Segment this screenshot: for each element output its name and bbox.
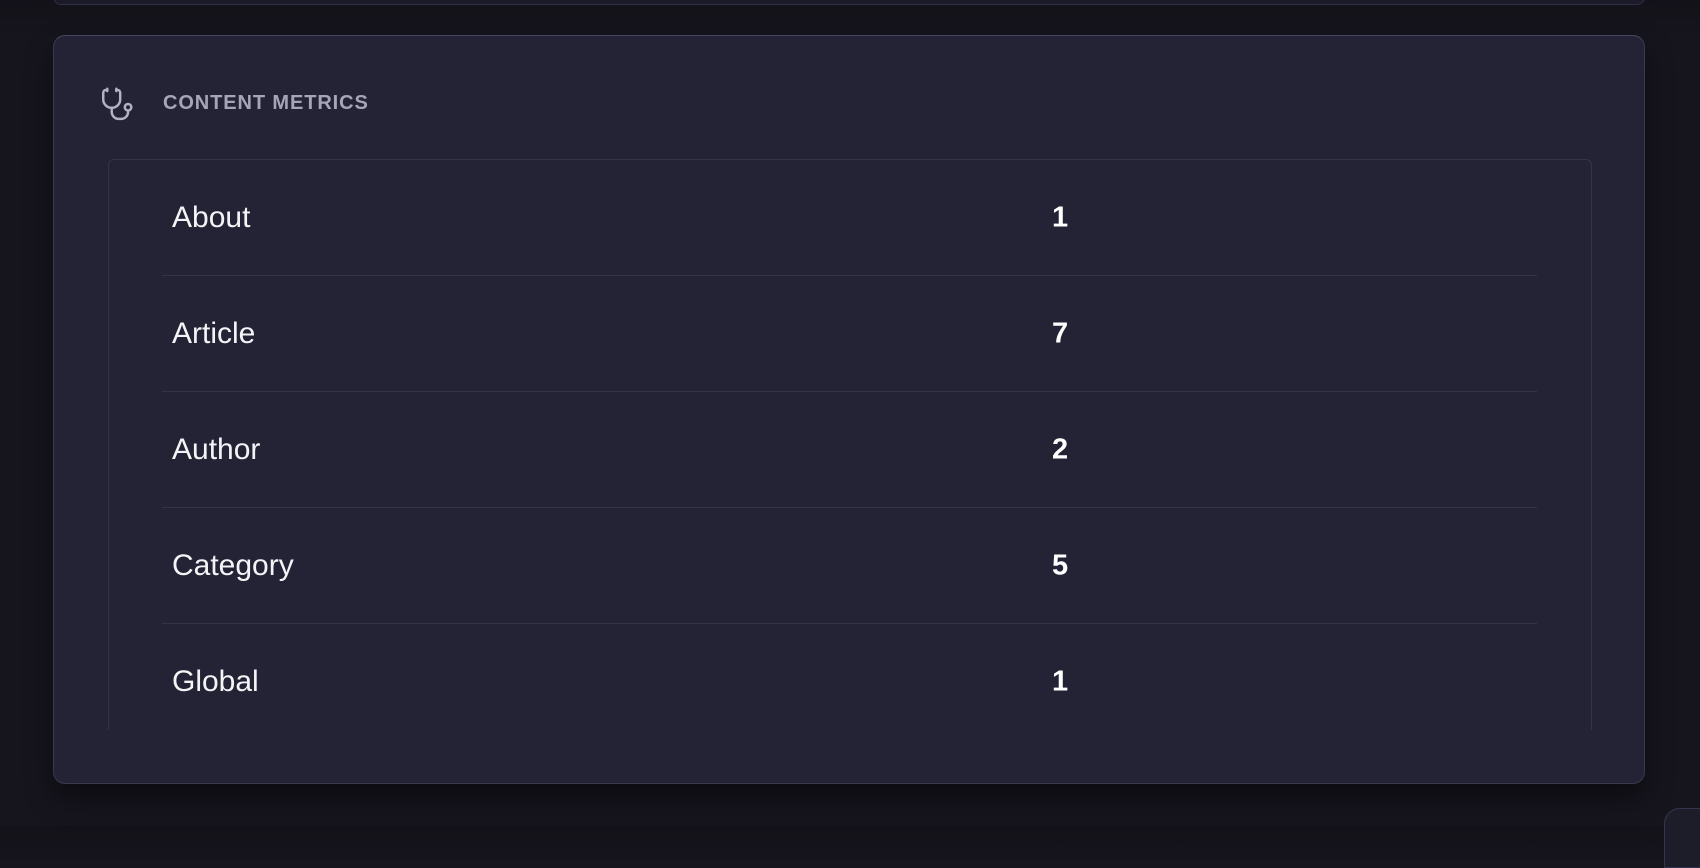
row-label: Category bbox=[172, 549, 294, 582]
content-metrics-widget: CONTENT METRICS About 1 Article 7 Author… bbox=[53, 35, 1645, 784]
row-value: 2 bbox=[1052, 433, 1069, 466]
table-row: Global 1 bbox=[109, 624, 1591, 730]
previous-card-edge bbox=[53, 0, 1645, 5]
widget-title: CONTENT METRICS bbox=[163, 92, 369, 114]
row-label: Author bbox=[172, 433, 261, 466]
row-value: 7 bbox=[1052, 317, 1069, 350]
table-row: Category 5 bbox=[109, 508, 1591, 624]
widget-header: CONTENT METRICS bbox=[100, 85, 369, 122]
row-label: About bbox=[172, 201, 251, 234]
row-value: 1 bbox=[1052, 201, 1069, 234]
table-row: Article 7 bbox=[109, 276, 1591, 392]
row-value: 5 bbox=[1052, 549, 1069, 582]
next-card-edge bbox=[1664, 808, 1700, 868]
row-label: Global bbox=[172, 665, 259, 698]
table-row: About 1 bbox=[109, 160, 1591, 276]
table-row: Author 2 bbox=[109, 392, 1591, 508]
metrics-table[interactable]: About 1 Article 7 Author 2 Category 5 Gl… bbox=[108, 159, 1592, 730]
row-label: Article bbox=[172, 317, 256, 350]
stethoscope-icon bbox=[102, 87, 133, 121]
row-value: 1 bbox=[1052, 665, 1069, 698]
